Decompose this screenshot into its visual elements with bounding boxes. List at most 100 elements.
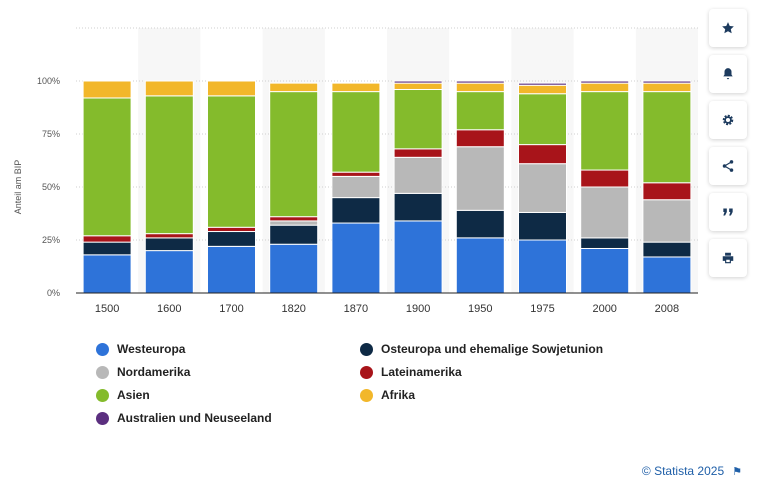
bar-segment-1600-0 <box>144 250 194 294</box>
bar-segment-2000-0 <box>580 247 630 294</box>
bar-segment-1900-1 <box>393 192 443 222</box>
bar-segment-1870-0 <box>331 222 381 294</box>
legend-label: Asien <box>117 388 150 402</box>
bar-segment-2008-5 <box>642 82 692 93</box>
bar-segment-1820-3 <box>269 216 319 222</box>
bar-segment-2008-4 <box>642 91 692 184</box>
x-category-label: 1870 <box>344 303 368 315</box>
y-tick-label: 75% <box>42 129 60 139</box>
notification-bell-icon <box>721 67 735 81</box>
bar-segment-1900-5 <box>393 82 443 90</box>
bar-segment-1900-6 <box>393 80 443 84</box>
legend-item[interactable]: Nordamerika <box>96 365 190 379</box>
bar-segment-1975-2 <box>518 163 567 213</box>
bar-segment-1975-4 <box>518 93 567 146</box>
bar-segment-1950-4 <box>455 91 505 131</box>
bar-segment-2000-1 <box>580 237 630 249</box>
legend-label: Nordamerika <box>117 365 191 379</box>
favorite-star-button[interactable] <box>709 9 747 47</box>
bar-segment-2000-6 <box>580 80 630 84</box>
x-category-label: 1900 <box>406 303 430 315</box>
settings-gear-button[interactable] <box>709 101 747 139</box>
legend-label: Afrika <box>381 388 416 402</box>
y-tick-label: 50% <box>42 182 60 192</box>
legend-item[interactable]: Osteuropa und ehemalige Sowjetunion <box>360 342 603 356</box>
bar-segment-1975-3 <box>518 144 567 165</box>
bar-segment-1600-4 <box>144 95 194 235</box>
bar-segment-1820-2 <box>269 220 319 226</box>
bar-segment-1870-2 <box>331 175 381 199</box>
x-category-label: 1700 <box>219 303 243 315</box>
y-tick-label: 100% <box>37 76 60 86</box>
x-category-label: 2008 <box>655 303 679 315</box>
legend-item[interactable]: Asien <box>96 388 150 402</box>
bar-segment-1700-0 <box>207 245 256 294</box>
bar-segment-1950-2 <box>455 146 505 211</box>
bar-segment-2008-2 <box>642 199 692 243</box>
bar-segment-1500-5 <box>82 80 132 99</box>
favorite-star-icon <box>721 21 735 35</box>
settings-gear-icon <box>721 113 735 127</box>
legend-swatch <box>96 342 109 356</box>
legend-item[interactable]: Australien und Neuseeland <box>96 411 272 425</box>
bar-segment-1820-0 <box>269 243 319 294</box>
bar-segment-1700-3 <box>207 226 256 233</box>
legend-swatch <box>96 365 109 379</box>
bar-segment-1820-1 <box>269 224 319 245</box>
legend-swatch <box>360 388 373 402</box>
y-axis-title: Anteil am BIP <box>13 160 23 215</box>
bar-segment-1820-4 <box>269 91 319 218</box>
bar-segment-2008-3 <box>642 182 692 201</box>
bar-segment-1975-5 <box>518 84 567 95</box>
print-button[interactable] <box>709 239 747 277</box>
bar-segment-1950-1 <box>455 209 505 239</box>
bar-segment-1500-1 <box>82 241 132 256</box>
bar-segment-2000-2 <box>580 186 630 239</box>
x-category-label: 1975 <box>530 303 554 315</box>
bar-segment-1900-3 <box>393 148 443 158</box>
legend-swatch <box>96 411 109 425</box>
legend-label: Osteuropa und ehemalige Sowjetunion <box>381 342 604 356</box>
statista-credit[interactable]: © Statista 2025 ⚑ <box>642 464 742 478</box>
legend-swatch <box>360 342 373 356</box>
bar-segment-1900-2 <box>393 156 443 194</box>
bar-segment-1870-1 <box>331 197 381 224</box>
cite-quote-icon <box>721 205 735 219</box>
legend-item[interactable]: Westeuropa <box>96 342 185 356</box>
bar-segment-1950-3 <box>455 129 505 148</box>
bar-segment-2000-4 <box>580 91 630 171</box>
x-category-label: 1950 <box>468 303 492 315</box>
bar-segment-1950-6 <box>455 80 505 84</box>
bar-segment-1900-4 <box>393 88 443 150</box>
notification-bell-button[interactable] <box>709 55 747 93</box>
legend-label: Westeuropa <box>117 342 186 356</box>
y-tick-label: 25% <box>42 235 60 245</box>
bar-segment-1950-5 <box>455 82 505 93</box>
x-category-label: 2000 <box>592 303 616 315</box>
bar-segment-1870-4 <box>331 91 381 173</box>
legend-label: Lateinamerika <box>381 365 462 379</box>
bar-segment-1600-3 <box>144 233 194 239</box>
legend-item[interactable]: Lateinamerika <box>360 365 462 379</box>
bar-segment-1820-5 <box>269 82 319 93</box>
bar-segment-1700-4 <box>207 95 256 228</box>
bar-segment-1700-5 <box>207 80 256 97</box>
bar-segment-2008-1 <box>642 241 692 258</box>
bar-segment-1600-5 <box>144 80 194 97</box>
legend-item[interactable]: Afrika <box>360 388 415 402</box>
flag-icon[interactable]: ⚑ <box>732 465 742 478</box>
bar-segment-1500-4 <box>82 97 132 237</box>
share-button[interactable] <box>709 147 747 185</box>
cite-quote-button[interactable] <box>709 193 747 231</box>
x-category-label: 1820 <box>281 303 305 315</box>
bar-segment-1600-1 <box>144 237 194 252</box>
credit-text[interactable]: © Statista 2025 <box>641 464 725 478</box>
y-tick-label: 0% <box>47 288 60 298</box>
bar-segment-1950-0 <box>455 237 505 294</box>
bar-segment-1700-1 <box>207 231 256 247</box>
bar-segment-2008-0 <box>642 256 692 294</box>
legend-swatch <box>96 388 109 402</box>
bar-segment-1870-3 <box>331 171 381 177</box>
print-icon <box>721 251 735 265</box>
